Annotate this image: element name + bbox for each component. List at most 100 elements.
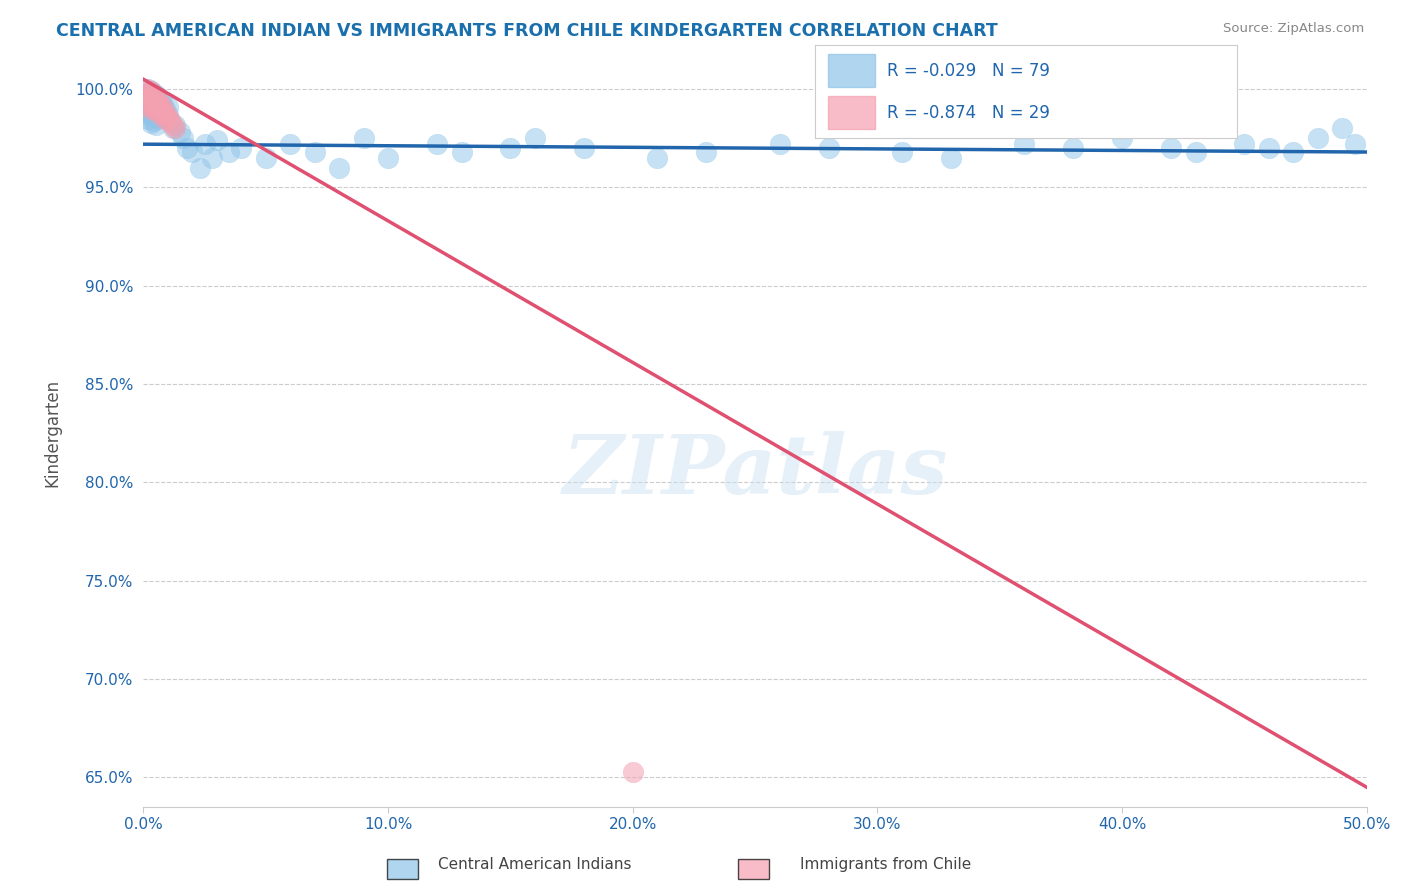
Text: CENTRAL AMERICAN INDIAN VS IMMIGRANTS FROM CHILE KINDERGARTEN CORRELATION CHART: CENTRAL AMERICAN INDIAN VS IMMIGRANTS FR… [56, 22, 998, 40]
Point [1282, 145, 1305, 159]
Point [135, 95, 157, 110]
Y-axis label: Kindergarten: Kindergarten [44, 379, 60, 487]
Point [162, 118, 184, 132]
Text: ZIPatlas: ZIPatlas [562, 431, 948, 510]
Point [135, 92, 157, 106]
Point [1343, 137, 1365, 152]
Text: Source: ZipAtlas.com: Source: ZipAtlas.com [1223, 22, 1364, 36]
Point [155, 102, 177, 116]
Point [621, 764, 644, 779]
Point [146, 90, 169, 104]
Point [152, 108, 174, 122]
Point [1233, 137, 1256, 152]
Point [139, 108, 162, 122]
Point [146, 105, 169, 120]
Point [499, 141, 522, 155]
Point [139, 84, 162, 98]
Point [817, 141, 839, 155]
Point [205, 133, 228, 147]
Point [1062, 141, 1084, 155]
Point [156, 110, 179, 124]
Point [162, 121, 184, 136]
Point [1012, 137, 1035, 152]
Point [145, 118, 167, 132]
Point [169, 125, 191, 139]
Point [135, 82, 157, 96]
Point [149, 98, 172, 112]
Point [304, 145, 326, 159]
Point [155, 105, 177, 120]
Point [890, 145, 912, 159]
Point [152, 102, 174, 116]
Point [145, 95, 167, 110]
Point [145, 110, 167, 124]
Point [450, 145, 472, 159]
Point [146, 112, 169, 126]
Point [139, 90, 162, 104]
Point [142, 94, 165, 108]
Point [159, 113, 181, 128]
Point [149, 110, 172, 124]
Point [1184, 145, 1206, 159]
Point [353, 131, 375, 145]
Text: R = -0.874   N = 29: R = -0.874 N = 29 [887, 104, 1050, 122]
Point [142, 105, 165, 120]
Point [139, 84, 162, 98]
Point [139, 115, 162, 129]
Point [142, 86, 165, 100]
Point [136, 105, 159, 120]
Point [136, 92, 159, 106]
Point [201, 151, 224, 165]
Point [136, 82, 159, 96]
Point [165, 121, 187, 136]
Point [426, 137, 449, 152]
Point [136, 100, 159, 114]
Point [156, 108, 179, 122]
Point [136, 86, 159, 100]
Point [328, 161, 350, 175]
Point [1160, 141, 1182, 155]
Text: R = -0.029   N = 79: R = -0.029 N = 79 [887, 62, 1050, 79]
Point [645, 151, 668, 165]
Point [172, 131, 194, 145]
Point [152, 105, 174, 120]
Point [159, 113, 181, 128]
Point [145, 90, 167, 104]
Bar [828, 96, 875, 129]
Point [149, 103, 172, 118]
Point [188, 161, 211, 175]
Point [156, 100, 179, 114]
Point [149, 102, 172, 116]
Point [152, 98, 174, 112]
Point [1258, 141, 1281, 155]
Text: Immigrants from Chile: Immigrants from Chile [800, 857, 972, 872]
Point [572, 141, 595, 155]
Point [146, 95, 169, 110]
Point [145, 88, 167, 103]
Point [1306, 131, 1329, 145]
Point [136, 88, 159, 103]
Point [146, 94, 169, 108]
Point [523, 131, 546, 145]
Point [136, 112, 159, 126]
Point [145, 94, 167, 108]
Point [139, 95, 162, 110]
Point [231, 141, 253, 155]
Point [135, 88, 157, 103]
Point [135, 86, 157, 100]
Point [1111, 131, 1133, 145]
Bar [828, 54, 875, 87]
Point [142, 92, 165, 106]
Point [142, 113, 165, 128]
Point [146, 103, 169, 118]
Point [145, 102, 167, 116]
Point [181, 145, 204, 159]
Point [139, 95, 162, 110]
Point [142, 88, 165, 103]
Point [194, 137, 217, 152]
Point [278, 137, 301, 152]
Point [139, 102, 162, 116]
Point [1331, 121, 1354, 136]
Point [768, 137, 790, 152]
Point [139, 90, 162, 104]
